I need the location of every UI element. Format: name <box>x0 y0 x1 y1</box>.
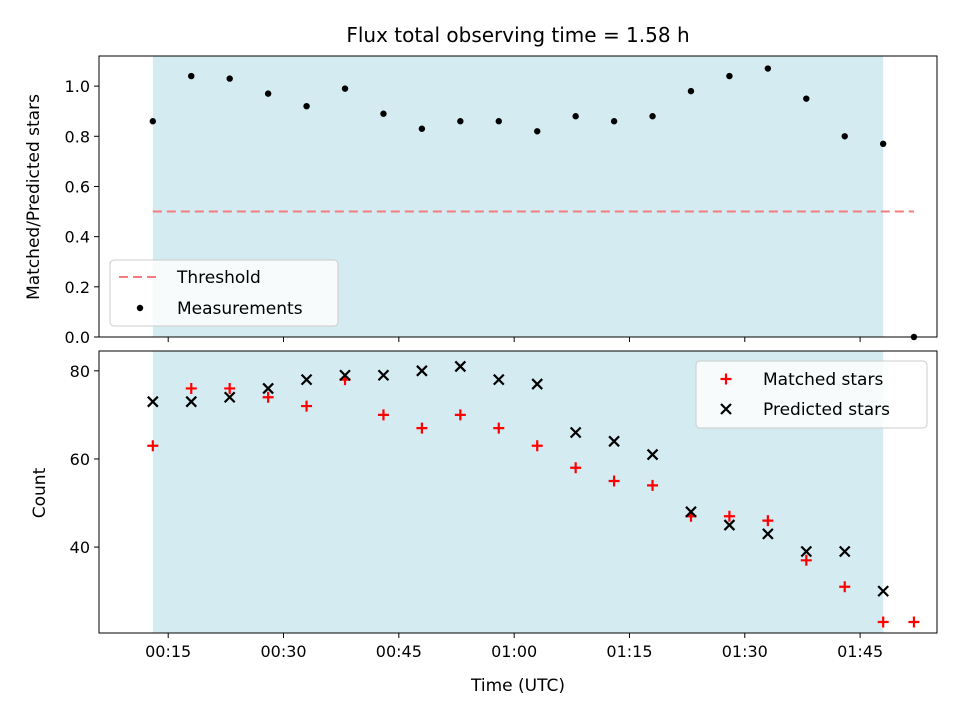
predicted-star-point <box>838 545 851 558</box>
measurement-point <box>610 118 618 125</box>
matched-star-point <box>262 391 274 403</box>
measurement-point <box>572 113 579 120</box>
chart-title: Flux total observing time = 1.58 h <box>346 23 689 47</box>
predicted-star-point <box>300 373 313 386</box>
measurement-point <box>803 95 810 102</box>
measurement-point <box>495 118 502 125</box>
x-tick-label: 01:45 <box>837 642 883 661</box>
measurement-point <box>687 87 695 95</box>
matched-star-point <box>531 440 543 452</box>
predicted-star-point <box>877 585 889 597</box>
legend-measurement-swatch <box>136 304 144 312</box>
matched-star-point <box>224 382 236 394</box>
measurement-point <box>149 118 157 125</box>
predicted-star-point <box>493 373 505 386</box>
measurement-point <box>649 113 656 120</box>
matched-star-point <box>608 475 620 487</box>
legend-box <box>109 259 339 327</box>
matched-star-point <box>147 440 159 452</box>
plot-frame <box>98 350 938 634</box>
legend-box <box>695 360 928 429</box>
x-tick-label: 01:15 <box>606 642 652 661</box>
legend-matched-label: Matched stars <box>763 370 883 390</box>
predicted-star-point <box>646 448 659 461</box>
bottom-y-axis-label: Count <box>30 467 50 518</box>
measurement-point <box>264 90 272 97</box>
x-axis-label: Time (UTC) <box>470 676 565 696</box>
predicted-star-point <box>416 365 428 377</box>
measurement-point <box>303 102 310 110</box>
legend: Threshold Measurements <box>109 259 339 327</box>
predicted-star-point <box>223 391 236 404</box>
predicted-star-point <box>800 545 813 558</box>
measurement-point <box>188 72 195 80</box>
measurement-point <box>380 110 387 117</box>
predicted-star-point <box>377 369 390 382</box>
measurement-point <box>764 65 772 72</box>
predicted-star-point <box>262 382 274 395</box>
predicted-star-point <box>454 360 467 373</box>
predicted-star-point <box>723 519 736 531</box>
y-tick-label: 0.0 <box>65 328 90 347</box>
top-y-axis-label: Matched/Predicted stars <box>24 94 44 300</box>
matched-star-point <box>493 422 505 434</box>
predicted-star-point <box>685 506 697 518</box>
legend: Matched stars Predicted stars <box>695 360 928 429</box>
x-tick-label: 00:30 <box>260 642 306 661</box>
matched-star-point <box>416 422 428 434</box>
matched-star-point <box>839 581 851 593</box>
matched-star-point <box>377 409 389 421</box>
matched-star-point <box>877 616 889 628</box>
matched-star-point <box>908 616 920 628</box>
x-tick-label: 00:45 <box>376 642 422 661</box>
measurement-point <box>879 140 887 148</box>
legend-matched-swatch <box>720 373 732 385</box>
x-tick-label: 01:30 <box>722 642 768 661</box>
matched-star-point <box>185 382 197 394</box>
predicted-star-point <box>339 369 351 382</box>
y-tick-label: 0.2 <box>65 278 90 297</box>
legend-predicted-label: Predicted stars <box>763 400 890 420</box>
top-panel: 0.0 0.2 0.4 0.6 0.8 1.0 Threshold Measurements <box>65 55 938 347</box>
measurement-point <box>226 75 233 82</box>
predicted-star-point <box>762 528 774 540</box>
legend-threshold-label: Threshold <box>176 268 261 288</box>
measurement-point <box>726 72 733 80</box>
matched-star-point <box>301 400 313 412</box>
matched-star-point <box>647 479 659 491</box>
plot-frame <box>98 55 938 338</box>
legend-predicted-swatch <box>720 403 732 415</box>
measurement-point <box>418 125 426 132</box>
y-tick-label: 80 <box>70 362 90 381</box>
x-tick-label: 01:00 <box>491 642 537 661</box>
measurement-point <box>341 85 349 92</box>
measurement-point <box>534 128 541 135</box>
predicted-star-point <box>147 395 159 408</box>
bottom-panel: 00:15 00:30 00:45 01:00 01:15 01:30 01:45 40 60 8… <box>70 350 938 661</box>
matched-star-point <box>570 462 582 474</box>
y-tick-label: 60 <box>70 450 90 469</box>
legend-measurement-label: Measurements <box>177 299 303 319</box>
y-tick-label: 0.4 <box>65 228 90 247</box>
matched-star-point <box>800 554 812 566</box>
x-tick-label: 00:15 <box>145 642 191 661</box>
y-tick-label: 40 <box>70 538 90 557</box>
y-tick-label: 0.6 <box>65 177 90 196</box>
predicted-star-point <box>531 378 543 390</box>
matched-star-point <box>454 409 466 421</box>
matched-star-point <box>762 515 774 527</box>
predicted-star-point <box>608 435 620 448</box>
predicted-star-point <box>569 426 582 439</box>
predicted-star-point <box>185 395 198 408</box>
y-tick-label: 0.8 <box>65 127 90 146</box>
measurement-point <box>841 133 848 140</box>
measurement-point <box>457 118 464 125</box>
matched-star-point <box>723 510 735 522</box>
y-tick-label: 1.0 <box>65 77 90 96</box>
